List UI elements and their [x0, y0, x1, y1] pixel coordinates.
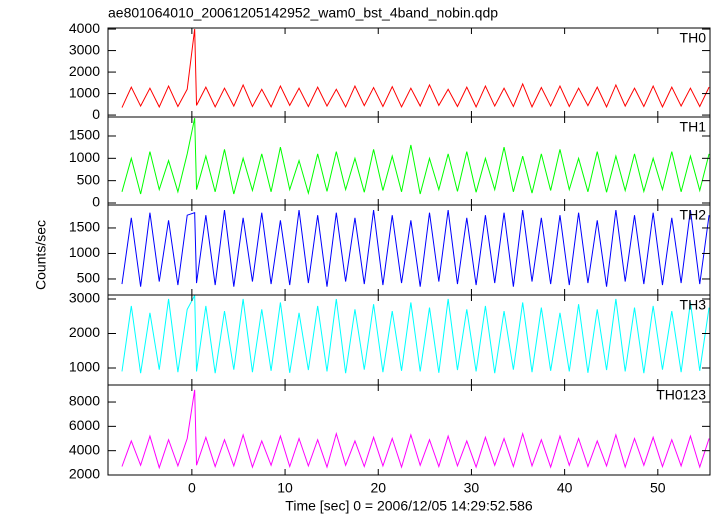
y-tick-label: 2000	[69, 63, 100, 79]
x-tick-label: 50	[650, 480, 666, 496]
y-tick-label: 500	[77, 270, 101, 286]
y-tick-label: 0	[92, 106, 100, 122]
series-line	[121, 118, 710, 196]
panel-frame	[107, 116, 711, 206]
panel-label: TH0	[680, 30, 707, 46]
series-line	[121, 29, 710, 109]
panel-label: TH2	[680, 207, 707, 223]
y-tick-label: 3000	[69, 41, 100, 57]
panel-label: TH1	[680, 119, 707, 135]
y-tick-label: 2000	[69, 324, 100, 340]
y-tick-label: 1000	[69, 149, 100, 165]
x-tick-label: 30	[464, 480, 480, 496]
y-tick-label: 1000	[69, 244, 100, 260]
x-tick-label: 10	[277, 480, 293, 496]
y-tick-label: 4000	[69, 20, 100, 36]
y-tick-label: 4000	[69, 441, 100, 457]
panel-frame	[107, 27, 711, 118]
y-tick-label: 3000	[69, 290, 100, 306]
x-axis-label: Time [sec] 0 = 2006/12/05 14:29:52.586	[285, 498, 533, 514]
x-tick-label: 40	[557, 480, 573, 496]
y-tick-label: 500	[77, 171, 101, 187]
series-line	[121, 295, 710, 374]
y-tick-label: 6000	[69, 417, 100, 433]
x-tick-label: 20	[370, 480, 386, 496]
series-line	[121, 210, 710, 287]
panel-frame	[107, 204, 711, 296]
chart-title: ae801064010_20061205142952_wam0_bst_4ban…	[108, 5, 498, 21]
panel-frame	[107, 294, 711, 386]
y-tick-label: 0	[92, 194, 100, 210]
y-tick-label: 1500	[69, 219, 100, 235]
y-tick-label: 1000	[69, 359, 100, 375]
y-tick-label: 2000	[69, 466, 100, 482]
y-tick-label: 1000	[69, 84, 100, 100]
panel-label: TH0123	[656, 387, 706, 403]
y-tick-label: 8000	[69, 393, 100, 409]
series-line	[121, 389, 710, 470]
panel-frame	[107, 384, 711, 476]
y-axis-label: Counts/sec	[33, 220, 49, 290]
y-tick-label: 1500	[69, 127, 100, 143]
x-tick-label: 0	[188, 480, 196, 496]
panel-label: TH3	[680, 297, 707, 313]
